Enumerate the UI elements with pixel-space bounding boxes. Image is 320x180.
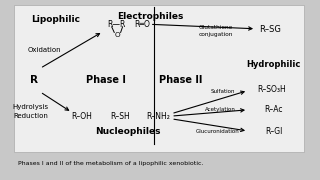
Text: R–OH: R–OH — [71, 112, 92, 121]
Text: Acetylation: Acetylation — [205, 107, 236, 112]
Text: Hydrophilic: Hydrophilic — [246, 60, 301, 69]
Text: Glucuronidation: Glucuronidation — [196, 129, 239, 134]
Text: Glutathione: Glutathione — [199, 25, 233, 30]
Text: R–Ac: R–Ac — [264, 105, 283, 114]
Text: conjugation: conjugation — [199, 32, 233, 37]
Text: Sulfation: Sulfation — [210, 89, 235, 94]
Text: Phase II: Phase II — [159, 75, 203, 85]
Text: Electrophiles: Electrophiles — [117, 12, 184, 21]
Text: R–SO₃H: R–SO₃H — [258, 86, 286, 94]
Text: Lipophilic: Lipophilic — [31, 15, 81, 24]
Text: Phases I and II of the metabolism of a lipophilic xenobiotic.: Phases I and II of the metabolism of a l… — [18, 161, 203, 166]
Text: Oxidation: Oxidation — [28, 46, 62, 53]
Text: Nucleophiles: Nucleophiles — [95, 127, 161, 136]
Text: R–SH: R–SH — [110, 112, 130, 121]
Text: R–SG: R–SG — [260, 25, 281, 34]
Text: Reduction: Reduction — [13, 113, 48, 119]
Text: R═O: R═O — [134, 20, 150, 29]
Text: Hydrolysis: Hydrolysis — [12, 104, 48, 110]
Text: R—R: R—R — [108, 20, 126, 29]
Text: R: R — [30, 75, 38, 85]
Text: O: O — [115, 31, 121, 38]
Text: R–NH₂: R–NH₂ — [147, 112, 170, 121]
Text: Phase I: Phase I — [86, 75, 125, 85]
FancyBboxPatch shape — [14, 5, 304, 152]
Text: R–Gl: R–Gl — [265, 127, 282, 136]
